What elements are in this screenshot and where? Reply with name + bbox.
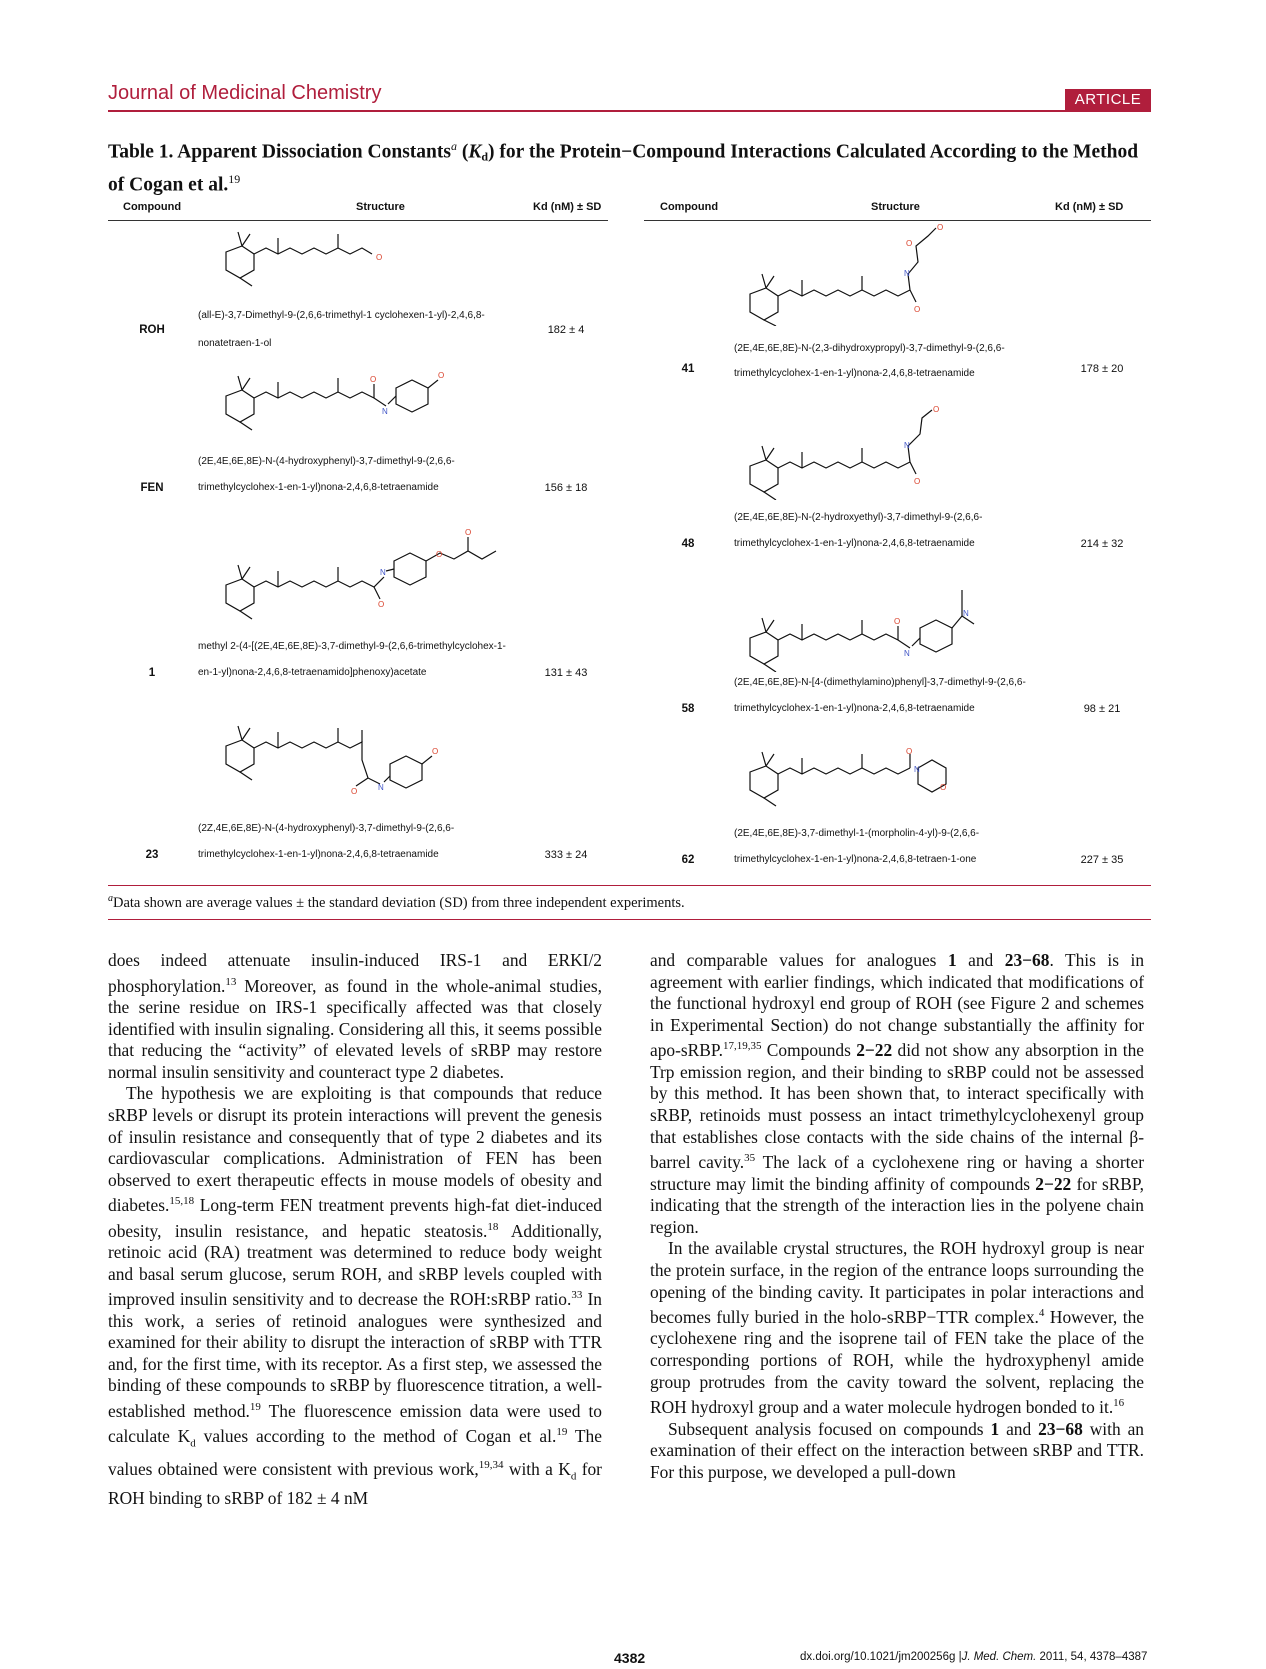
caption-label: Table 1. [108,141,174,163]
journal-title: Journal of Medicinal Chemistry [108,82,382,104]
compound-name-62-line1: (2E,4E,6E,8E)-3,7-dimethyl-1-(morpholin-… [734,828,980,839]
compound-id-48: 48 [681,538,695,550]
atom-n: N [382,407,388,416]
footnote-bottom-rule [108,919,1151,920]
atom-n: N [904,441,910,450]
header-rule-right [644,220,1151,221]
atom-n: N [904,269,910,278]
header-kd-right: Kd (nM) ± SD [1055,201,1124,213]
structure-23: O N O [208,720,488,800]
atom-o: O [465,528,471,537]
doi-line: dx.doi.org/10.1021/jm200256g |J. Med. Ch… [800,1651,1148,1663]
structure-41: O N O O [740,222,960,326]
compound-id-58: 58 [681,703,695,715]
compound-name-roh-line2: nonatetraen-1-ol [198,338,272,349]
atom-o: O [436,550,442,559]
structure-fen: O N O [208,366,488,438]
body-column-left: does indeed attenuate insulin-induced IR… [108,950,602,1510]
body-column-right: and comparable values for analogues 1 an… [650,950,1144,1483]
atom-n: N [380,568,386,577]
atom-o: O [438,371,444,380]
caption-ref: 19 [228,171,241,186]
header-compound-left: Compound [123,201,182,213]
kd-48: 214 ± 32 [1080,538,1124,550]
caption-kd-sub: d [481,149,489,164]
compound-id-fen: FEN [140,482,164,494]
compound-name-23-line2: trimethylcyclohex-1-en-1-yl)nona-2,4,6,8… [198,849,439,860]
atom-o: O [378,600,384,609]
atom-n: N [914,765,920,774]
atom-o: O [351,787,357,796]
compound-name-41-line2: trimethylcyclohex-1-en-1-yl)nona-2,4,6,8… [734,368,975,379]
caption-text-pre: Apparent Dissociation Constants [177,141,451,163]
paragraph: Subsequent analysis focused on compounds… [650,1418,1144,1482]
atom-o: O [894,617,900,626]
header-structure-right: Structure [871,201,920,213]
compound-name-62-line2: trimethylcyclohex-1-en-1-yl)nona-2,4,6,8… [734,854,977,865]
compound-name-48-line2: trimethylcyclohex-1-en-1-yl)nona-2,4,6,8… [734,538,975,549]
compound-id-23: 23 [145,849,159,861]
kd-fen: 156 ± 18 [544,482,588,494]
structure-62: O N O [740,746,980,822]
paragraph: does indeed attenuate insulin-induced IR… [108,950,602,1082]
structure-58: O N N [740,580,1040,672]
header-rule [108,110,1151,112]
compound-name-fen-line1: (2E,4E,6E,8E)-N-(4-hydroxyphenyl)-3,7-di… [198,456,455,467]
compound-name-roh-line1: (all-E)-3,7-Dimethyl-9-(2,6,6-trimethyl-… [198,310,485,321]
structure-roh: O [208,228,408,292]
kd-58: 98 ± 21 [1083,703,1121,715]
compound-name-58-line1: (2E,4E,6E,8E)-N-[4-(dimethylamino)phenyl… [734,677,1026,688]
compound-name-23-line1: (2Z,4E,6E,8E)-N-(4-hydroxyphenyl)-3,7-di… [198,823,455,834]
atom-n: N [378,783,384,792]
atom-o: O [432,747,438,756]
paragraph: The hypothesis we are exploiting is that… [108,1083,602,1509]
compound-name-1-line1: methyl 2-(4-[(2E,4E,6E,8E)-3,7-dimethyl-… [198,641,506,652]
atom-o: O [914,305,920,314]
header-rule-left [108,220,608,221]
kd-23: 333 ± 24 [544,849,588,861]
paragraph: and comparable values for analogues 1 an… [650,950,1145,1237]
header-kd-left: Kd (nM) ± SD [533,201,602,213]
atom-o: O [906,747,912,756]
page-number: 4382 [614,1650,646,1666]
kd-roh: 182 ± 4 [547,324,585,336]
compound-id-62: 62 [681,854,695,866]
table-footnote: aData shown are average values ± the sta… [108,893,685,912]
atom-o: O [370,375,376,384]
caption-kd: K [468,141,482,163]
compound-id-41: 41 [681,363,695,375]
structure-1: O N O O [208,525,528,625]
atom-o: O [906,239,912,248]
atom-o: O [940,783,946,792]
kd-1: 131 ± 43 [544,667,588,679]
compound-name-1-line2: en-1-yl)nona-2,4,6,8-tetraenamido]phenox… [198,667,427,678]
caption-text-post: for the Protein−Compound Interactions Ca… [108,141,1139,196]
atom-n: N [904,649,910,658]
header-compound-right: Compound [660,201,719,213]
compound-name-fen-line2: trimethylcyclohex-1-en-1-yl)nona-2,4,6,8… [198,482,439,493]
footnote-sup: a [108,893,113,904]
compound-name-58-line2: trimethylcyclohex-1-en-1-yl)nona-2,4,6,8… [734,703,975,714]
atom-o: O [376,253,382,262]
atom-o: O [914,477,920,486]
structure-48: O N O [740,404,960,500]
atom-o: O [937,223,943,232]
article-badge: ARTICLE [1065,89,1151,111]
caption-sup: a [450,139,457,153]
compound-id-1: 1 [148,667,156,679]
table-bottom-rule [108,885,1151,886]
compound-id-roh: ROH [139,324,165,336]
compound-name-41-line1: (2E,4E,6E,8E)-N-(2,3-dihydroxypropyl)-3,… [734,343,1005,354]
kd-41: 178 ± 20 [1080,363,1124,375]
header-structure-left: Structure [356,201,405,213]
compound-name-48-line1: (2E,4E,6E,8E)-N-(2-hydroxyethyl)-3,7-dim… [734,512,983,523]
atom-n: N [963,609,969,618]
kd-62: 227 ± 35 [1080,854,1124,866]
atom-o: O [933,405,939,414]
paragraph: In the available crystal structures, the… [650,1238,1144,1418]
footnote-text: Data shown are average values ± the stan… [113,894,685,911]
table-caption: Table 1. Apparent Dissociation Constants… [108,139,1139,196]
